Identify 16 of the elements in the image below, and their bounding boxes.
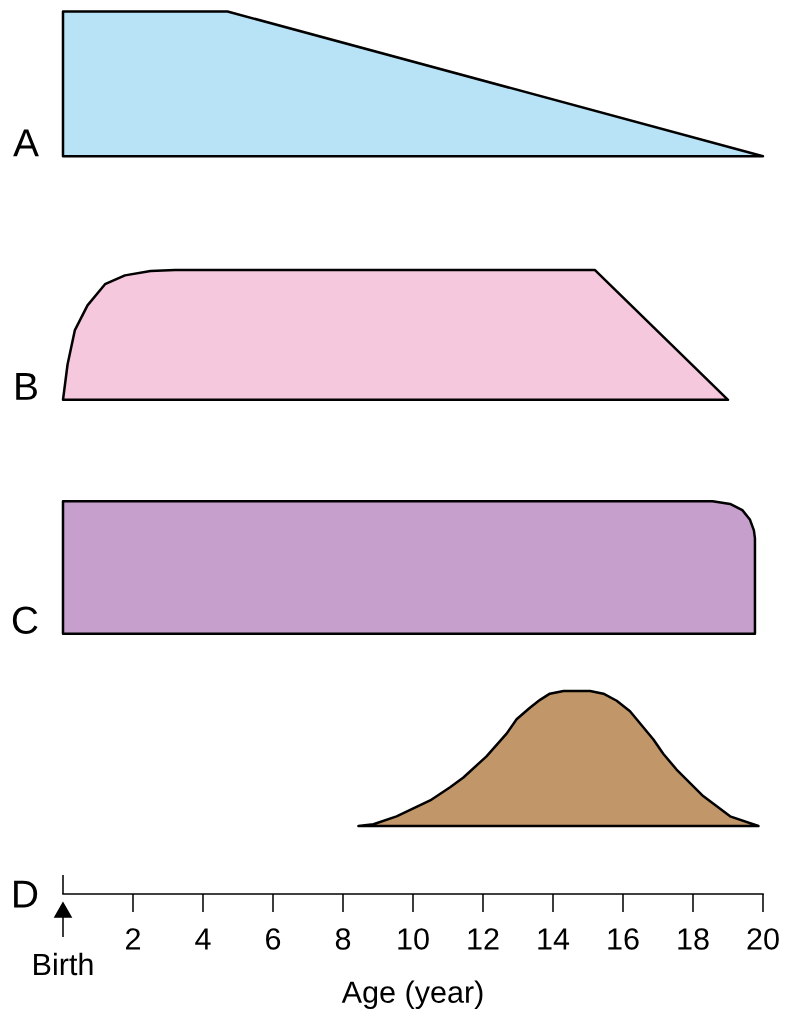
text: Birth	[34, 952, 93, 976]
x-tick-label: 20	[747, 928, 779, 950]
x-tick-label: 4	[195, 928, 211, 950]
x-tick-label: 14	[538, 928, 570, 950]
x-tick-label: 12	[468, 928, 499, 950]
series-label: B	[16, 373, 37, 400]
x-tick-label: 2	[126, 928, 140, 950]
x-tick-label: 16	[608, 928, 639, 950]
x-tick-label: 18	[678, 928, 709, 950]
text: D	[14, 880, 38, 908]
x-tick-label: 6	[266, 928, 281, 950]
x-axis-title: Age (year)	[341, 980, 483, 1010]
x-tick-label: 8	[335, 928, 351, 950]
series-label: C	[12, 606, 38, 635]
series-label: A	[13, 129, 39, 157]
x-tick-label: 10	[398, 928, 429, 950]
